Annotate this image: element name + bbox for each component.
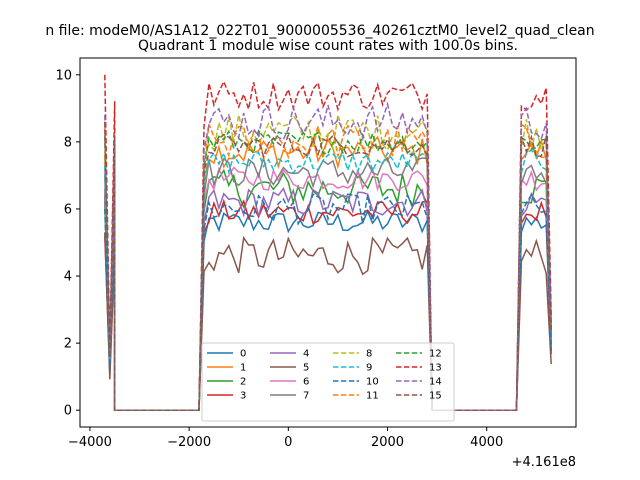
legend-label-6: 6 (303, 377, 309, 388)
series-line-10 (104, 192, 552, 411)
legend-label-8: 8 (366, 349, 372, 360)
chart-title: Quadrant 1 module wise count rates with … (138, 38, 518, 54)
y-tick-label: 4 (64, 270, 72, 285)
x-tick-label: 2000 (371, 435, 404, 450)
y-tick-label: 8 (64, 135, 72, 150)
series-line-15 (104, 121, 552, 411)
series-line-11 (104, 123, 552, 411)
legend-label-3: 3 (240, 391, 246, 402)
x-axis: −4000 −2000 0 2000 4000 (68, 427, 503, 450)
x-tick-label: 0 (284, 435, 292, 450)
series-layer (104, 74, 552, 411)
legend-label-1: 1 (240, 363, 246, 374)
plot-area-frame (79, 57, 577, 428)
y-tick-label: 0 (64, 404, 72, 419)
legend-label-12: 12 (429, 349, 442, 360)
y-tick-label: 6 (64, 202, 72, 217)
y-tick-label: 10 (55, 68, 72, 83)
legend-label-4: 4 (303, 349, 309, 360)
legend-label-14: 14 (429, 377, 442, 388)
legend-box (201, 342, 455, 422)
legend-label-2: 2 (240, 377, 246, 388)
legend-label-7: 7 (303, 391, 309, 402)
legend-label-15: 15 (429, 391, 442, 402)
y-axis: 0 2 4 6 8 10 (55, 68, 80, 419)
figure-suptitle: n file: modeM0/AS1A12_022T01_9000005536_… (45, 23, 594, 39)
x-axis-offset-label: +4.161e8 (512, 455, 576, 470)
legend-label-5: 5 (303, 363, 309, 374)
legend-label-11: 11 (366, 391, 379, 402)
legend-label-0: 0 (240, 349, 246, 360)
x-tick-label: −2000 (167, 435, 211, 450)
legend-label-9: 9 (366, 363, 372, 374)
legend-label-10: 10 (366, 377, 379, 388)
legend-label-13: 13 (429, 363, 442, 374)
x-tick-label: 4000 (470, 435, 503, 450)
y-tick-label: 2 (64, 337, 72, 352)
x-tick-label: −4000 (68, 435, 112, 450)
